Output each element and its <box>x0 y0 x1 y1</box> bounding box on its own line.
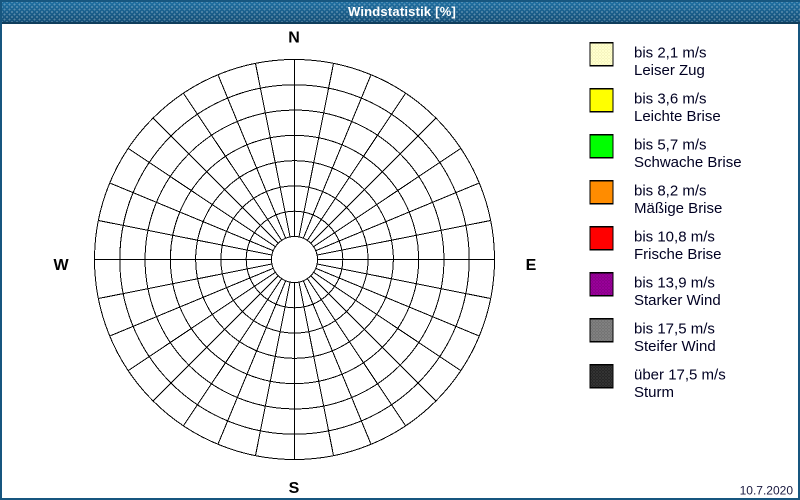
svg-text:Leiser Zug: Leiser Zug <box>634 62 705 79</box>
svg-text:S: S <box>289 480 300 497</box>
svg-text:Steifer Wind: Steifer Wind <box>634 338 716 355</box>
svg-text:bis 17,5 m/s: bis 17,5 m/s <box>634 320 715 337</box>
svg-text:10.7.2020: 10.7.2020 <box>740 484 794 498</box>
svg-text:bis 2,1 m/s: bis 2,1 m/s <box>634 44 707 61</box>
svg-text:Starker Wind: Starker Wind <box>634 292 721 309</box>
svg-text:E: E <box>526 257 537 274</box>
svg-text:bis 13,9 m/s: bis 13,9 m/s <box>634 274 715 291</box>
svg-text:Schwache Brise: Schwache Brise <box>634 154 742 171</box>
svg-text:bis 5,7 m/s: bis 5,7 m/s <box>634 136 707 153</box>
svg-text:bis 8,2 m/s: bis 8,2 m/s <box>634 182 707 199</box>
svg-text:Sturm: Sturm <box>634 384 674 401</box>
svg-text:bis 3,6 m/s: bis 3,6 m/s <box>634 90 707 107</box>
svg-text:N: N <box>288 30 300 47</box>
svg-text:über 17,5 m/s: über 17,5 m/s <box>634 366 726 383</box>
svg-text:Leichte Brise: Leichte Brise <box>634 108 721 125</box>
svg-text:bis 10,8 m/s: bis 10,8 m/s <box>634 228 715 245</box>
svg-text:Frische Brise: Frische Brise <box>634 246 722 263</box>
svg-text:W: W <box>53 257 69 274</box>
svg-text:Mäßige Brise: Mäßige Brise <box>634 200 722 217</box>
